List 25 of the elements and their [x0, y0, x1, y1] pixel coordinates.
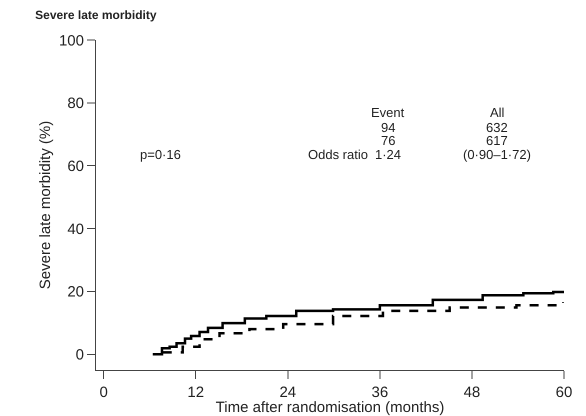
annotation: Odds ratio [308, 147, 368, 162]
y-tick-label: 0 [76, 346, 84, 364]
annotation: p=0·16 [140, 147, 181, 162]
y-tick-label: 60 [67, 158, 84, 175]
annotation: Event [371, 105, 405, 120]
x-axis-title: Time after randomisation (months) [216, 399, 444, 416]
y-tick-label: 100 [58, 32, 84, 50]
y-tick-label: 40 [67, 220, 84, 238]
annotation: 76 [381, 133, 396, 148]
x-tick-label: 0 [100, 384, 108, 401]
chart-title: Severe late morbidity [35, 8, 157, 22]
y-tick-label: 80 [67, 95, 84, 112]
x-tick-label: 48 [464, 384, 480, 401]
y-tick-label: 20 [67, 284, 84, 301]
x-tick-label: 36 [372, 384, 388, 401]
annotation: 617 [486, 133, 508, 148]
x-tick-label: 24 [279, 384, 296, 401]
y-axis-title: Severe late morbidity (%) [37, 120, 54, 290]
annotation: 94 [381, 120, 396, 135]
annotation: 632 [486, 120, 508, 135]
x-tick-label: 12 [187, 384, 204, 401]
x-tick-label: 60 [556, 384, 572, 401]
annotation: (0·90–1·72) [463, 147, 531, 162]
annotation: All [490, 105, 505, 120]
annotation: 1·24 [375, 147, 402, 162]
